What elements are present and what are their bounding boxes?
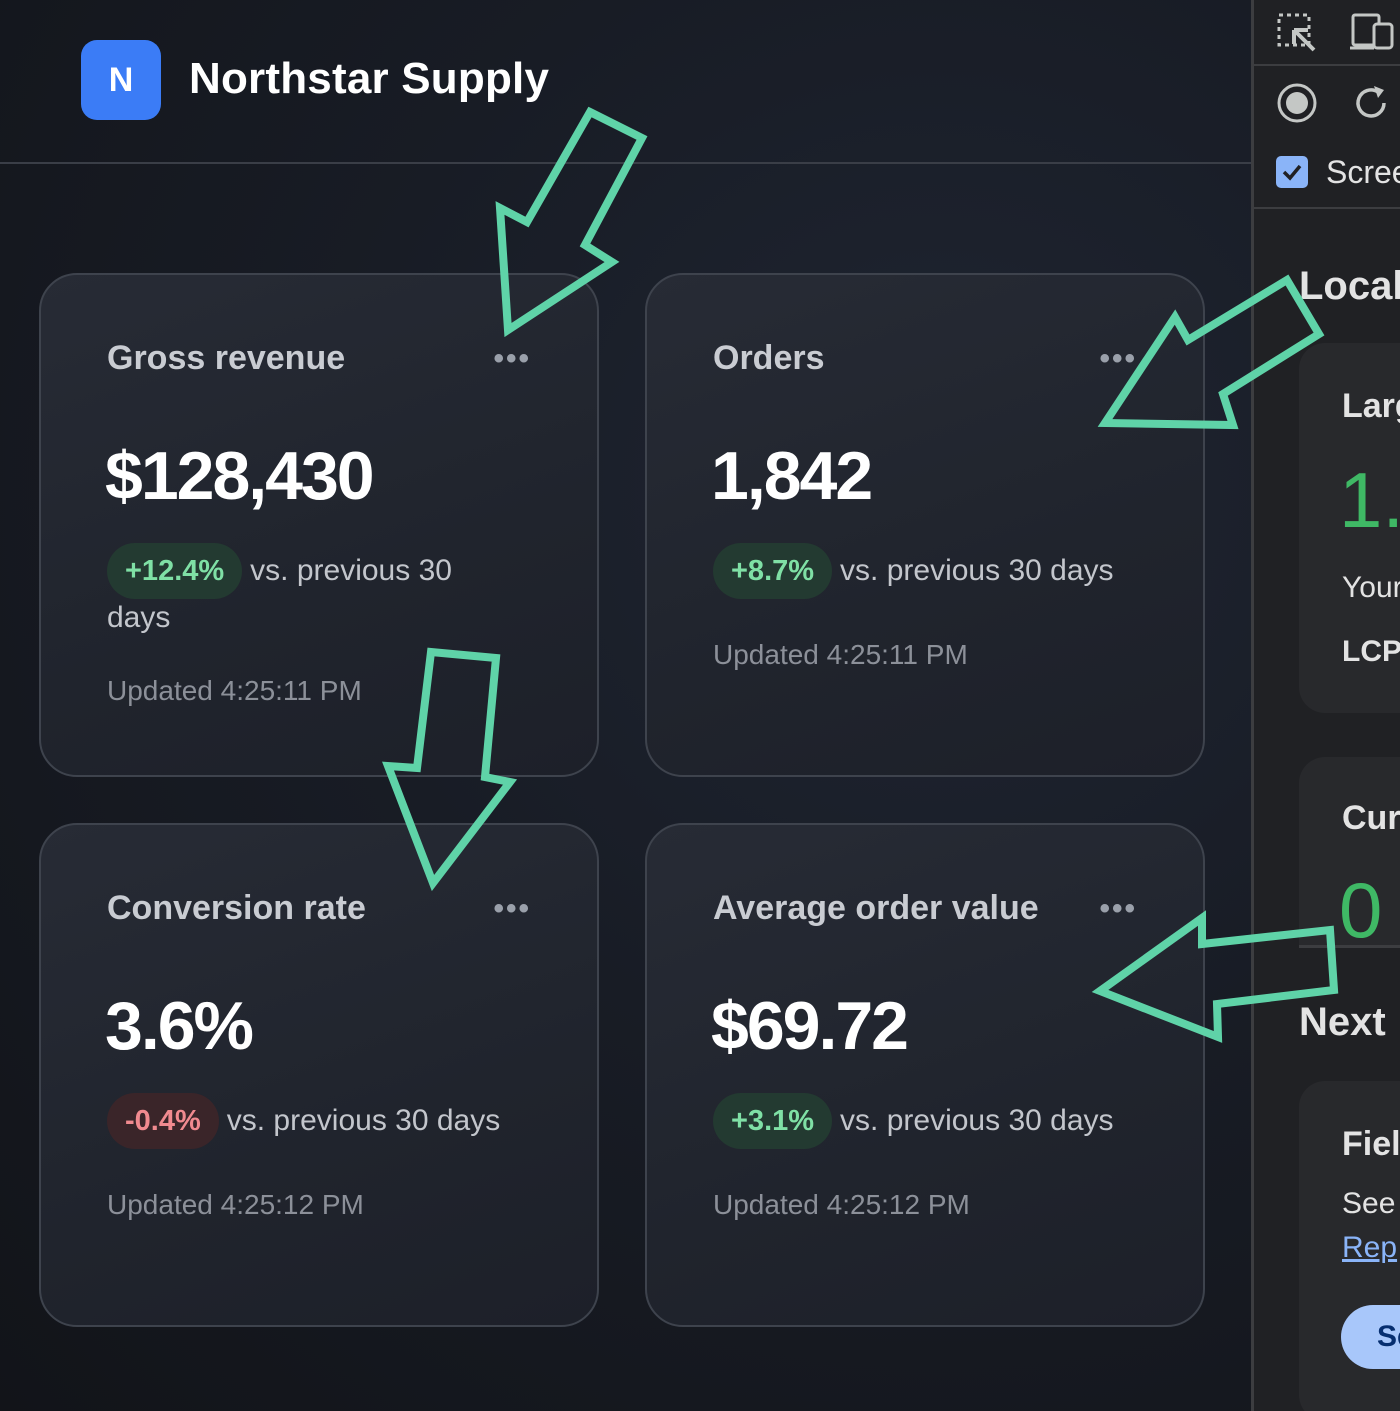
card-title: Orders <box>713 339 825 377</box>
delta-badge: +3.1% <box>713 1093 833 1149</box>
cls-value: 0 <box>1339 866 1383 954</box>
brand-logo[interactable]: N <box>81 40 161 120</box>
local-metrics-heading: Local <box>1299 264 1400 308</box>
checkmark-icon <box>1282 164 1302 181</box>
brand-name: Northstar Supply <box>189 54 550 103</box>
field-data-description: See <box>1342 1187 1396 1220</box>
record-icon[interactable] <box>1276 82 1318 124</box>
lcp-value: 1. <box>1339 456 1400 544</box>
card-title: Conversion rate <box>107 889 366 927</box>
delta-badge: +12.4% <box>107 543 243 599</box>
kpi-value: $69.72 <box>711 988 909 1064</box>
devtools-panel: Scree Local Larg 1. Your LCP Cur 0 Next … <box>1251 0 1400 1411</box>
app-header: N Northstar Supply <box>0 0 1251 164</box>
updated-timestamp: Updated 4:25:11 PM <box>713 639 968 670</box>
cls-heading: Cur <box>1342 799 1400 837</box>
field-data-heading: Fiel <box>1342 1125 1400 1163</box>
more-options-icon[interactable]: ••• <box>1099 892 1137 925</box>
updated-timestamp: Updated 4:25:12 PM <box>713 1189 970 1220</box>
kpi-card-conversion-rate: Conversion rate ••• 3.6% -0.4% vs. previo… <box>39 823 599 1327</box>
kpi-value: 3.6% <box>105 988 254 1064</box>
kpi-value: $128,430 <box>105 438 375 514</box>
screenshot-checkbox[interactable] <box>1276 156 1308 188</box>
comparison-text: vs. previous 30 days <box>107 554 452 635</box>
device-toolbar-icon[interactable] <box>1350 12 1400 52</box>
dashboard-app: N Northstar Supply Gross revenue ••• $12… <box>0 0 1251 1411</box>
lcp-description: Your <box>1342 571 1400 604</box>
lcp-heading: Larg <box>1342 387 1400 425</box>
cls-card[interactable]: Cur 0 <box>1299 757 1400 954</box>
delta-row: +12.4% vs. previous 30 days <box>107 543 487 636</box>
devtools-controls <box>1254 66 1400 209</box>
delta-row: +3.1% vs. previous 30 days <box>713 1093 1183 1149</box>
more-options-icon[interactable]: ••• <box>1099 342 1137 375</box>
delta-row: -0.4% vs. previous 30 days <box>107 1093 577 1149</box>
divider <box>1299 945 1400 948</box>
delta-badge: -0.4% <box>107 1093 219 1149</box>
kpi-card-average-order-value: Average order value ••• $69.72 +3.1% vs. … <box>645 823 1205 1327</box>
kpi-value: 1,842 <box>711 438 873 514</box>
screenshot-checkbox-label[interactable]: Scree <box>1326 154 1400 190</box>
more-options-icon[interactable]: ••• <box>493 342 531 375</box>
field-data-setup-button[interactable]: Se <box>1341 1305 1400 1369</box>
card-title: Gross revenue <box>107 339 346 377</box>
comparison-text: vs. previous 30 days <box>840 1104 1114 1137</box>
updated-timestamp: Updated 4:25:12 PM <box>107 1189 364 1220</box>
field-data-link[interactable]: Rep <box>1342 1231 1398 1264</box>
kpi-card-gross-revenue: Gross revenue ••• $128,430 +12.4% vs. pre… <box>39 273 599 777</box>
devtools-toolbar <box>1254 0 1400 66</box>
updated-timestamp: Updated 4:25:11 PM <box>107 675 362 706</box>
kpi-card-orders: Orders ••• 1,842 +8.7% vs. previous 30 da… <box>645 273 1205 777</box>
next-steps-heading: Next <box>1299 1000 1386 1044</box>
select-element-icon[interactable] <box>1276 12 1318 54</box>
more-options-icon[interactable]: ••• <box>493 892 531 925</box>
delta-row: +8.7% vs. previous 30 days <box>713 543 1183 599</box>
reload-icon[interactable] <box>1350 82 1392 124</box>
comparison-text: vs. previous 30 days <box>226 1104 501 1137</box>
comparison-text: vs. previous 30 days <box>840 554 1114 587</box>
lcp-card[interactable]: Larg 1. Your LCP <box>1299 343 1400 713</box>
delta-badge: +8.7% <box>713 543 833 599</box>
card-title: Average order value <box>713 889 1039 927</box>
lcp-element-label: LCP <box>1342 635 1400 668</box>
